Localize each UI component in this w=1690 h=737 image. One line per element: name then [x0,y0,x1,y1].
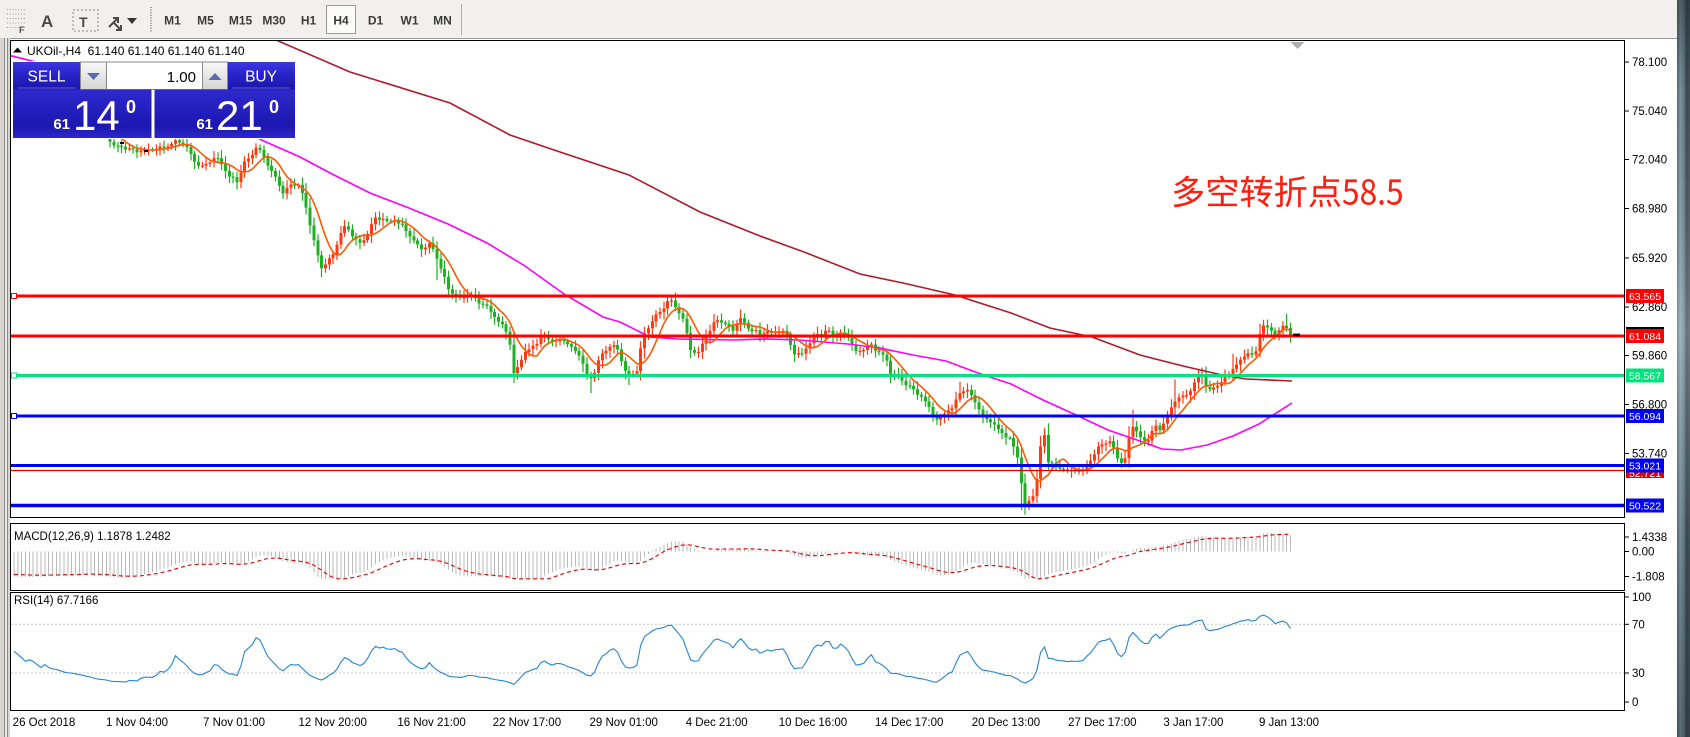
svg-text:61: 61 [53,116,70,133]
svg-text:3 Jan 17:00: 3 Jan 17:00 [1163,717,1223,729]
svg-text:30: 30 [1632,668,1645,680]
svg-text:70: 70 [1632,619,1645,631]
svg-text:53.740: 53.740 [1632,449,1667,461]
svg-text:22 Nov 17:00: 22 Nov 17:00 [493,717,561,729]
svg-text:-1.808: -1.808 [1632,572,1665,584]
svg-text:0: 0 [126,97,136,117]
svg-text:75.040: 75.040 [1632,106,1667,118]
svg-text:H1: H1 [301,14,317,28]
svg-text:10 Dec 16:00: 10 Dec 16:00 [779,717,847,729]
svg-text:1 Nov 04:00: 1 Nov 04:00 [106,717,168,729]
svg-text:9 Jan 13:00: 9 Jan 13:00 [1259,717,1319,729]
svg-text:78.100: 78.100 [1632,57,1667,69]
svg-text:RSI(14) 67.7166: RSI(14) 67.7166 [14,595,98,607]
svg-text:M1: M1 [164,14,181,28]
svg-text:14: 14 [73,92,120,139]
svg-text:14 Dec 17:00: 14 Dec 17:00 [875,717,943,729]
svg-text:4 Dec 21:00: 4 Dec 21:00 [686,717,748,729]
svg-text:BUY: BUY [245,69,277,86]
svg-text:0.00: 0.00 [1632,547,1654,559]
svg-text:12 Nov 20:00: 12 Nov 20:00 [298,717,366,729]
svg-text:0: 0 [269,97,279,117]
svg-text:29 Nov 01:00: 29 Nov 01:00 [589,717,657,729]
svg-text:1.4338: 1.4338 [1632,532,1667,544]
svg-text:M30: M30 [262,14,286,28]
svg-text:F: F [19,25,25,35]
svg-text:100: 100 [1632,592,1651,604]
svg-text:1.00: 1.00 [167,69,196,86]
svg-text:27 Dec 17:00: 27 Dec 17:00 [1068,717,1136,729]
svg-text:50.522: 50.522 [1629,501,1661,513]
svg-text:M5: M5 [197,14,214,28]
svg-text:UKOil-,H4 61.140 61.140 61.14: UKOil-,H4 61.140 61.140 61.140 61.140 [27,44,245,58]
svg-text:68.980: 68.980 [1632,204,1667,216]
svg-text:59.860: 59.860 [1632,351,1667,363]
svg-text:W1: W1 [401,14,419,28]
svg-text:H4: H4 [333,14,349,28]
svg-text:21: 21 [216,92,263,139]
svg-text:MN: MN [433,14,452,28]
svg-text:D1: D1 [368,14,384,28]
svg-text:T: T [79,14,88,30]
svg-text:58.567: 58.567 [1629,371,1661,383]
svg-text:16 Nov 21:00: 16 Nov 21:00 [397,717,465,729]
svg-text:65.920: 65.920 [1632,253,1667,265]
svg-text:26 Oct 2018: 26 Oct 2018 [13,717,76,729]
svg-text:53.021: 53.021 [1629,461,1661,473]
svg-text:A: A [41,12,53,31]
svg-text:63.565: 63.565 [1629,291,1661,303]
svg-text:62.860: 62.860 [1632,302,1667,314]
svg-text:61.084: 61.084 [1629,331,1661,343]
svg-text:56.094: 56.094 [1629,411,1661,423]
svg-text:SELL: SELL [28,69,66,86]
svg-text:61: 61 [196,116,213,133]
svg-text:0: 0 [1632,697,1638,709]
svg-text:M15: M15 [229,14,253,28]
svg-text:72.040: 72.040 [1632,155,1667,167]
svg-text:7 Nov 01:00: 7 Nov 01:00 [203,717,265,729]
svg-text:56.800: 56.800 [1632,400,1667,412]
svg-text:MACD(12,26,9) 1.1878 1.2482: MACD(12,26,9) 1.1878 1.2482 [14,531,171,543]
svg-text:20 Dec 13:00: 20 Dec 13:00 [972,717,1040,729]
